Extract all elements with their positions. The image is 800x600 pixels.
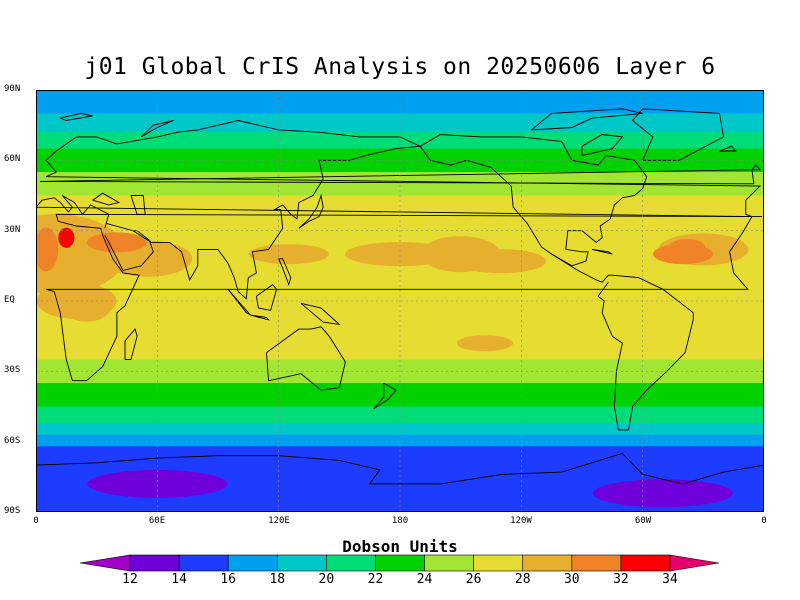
coastline [300,302,341,326]
colorbar-label: 32 [613,572,629,587]
colorbar-label: 28 [514,572,531,587]
colorbar-swatch [571,554,622,572]
zonal-band [36,172,764,196]
zonal-band [36,324,764,361]
coastline [45,120,762,300]
colorbar-label: 26 [465,572,482,587]
coastline [36,452,764,485]
colorbar-swatch [375,554,425,572]
lon-label-120e: 120E [268,516,290,526]
lon-label-120w: 120W [510,516,532,526]
map-frame [36,90,764,512]
coastline [631,108,725,161]
map-area [36,90,764,512]
coastline [373,382,397,410]
feature-region [58,227,75,248]
coastline [266,326,346,391]
gridlines [36,90,764,512]
feature-region [456,335,513,352]
coastline [419,134,648,267]
zonal-band [36,406,764,424]
colorbar-lower-extension [80,554,131,572]
coastline [60,112,93,121]
colorbar-label: 20 [318,572,335,587]
lon-label-180: 180 [391,516,409,526]
coastline [45,213,763,382]
colorbar-swatch [473,554,524,572]
coastline [255,283,278,311]
coastline [531,108,643,131]
coastlines [36,108,764,485]
colorbar-label: 22 [367,572,384,587]
colorbar-swatch [522,554,573,572]
lat-label-60n: 60N [4,154,21,164]
feature-region [36,227,59,272]
lon-label-0: 0 [33,516,39,526]
lat-label-60s: 60S [4,436,21,446]
coastline [39,164,761,185]
colorbar-label: 16 [220,572,236,587]
colorbar-swatch [326,554,376,572]
feature-marker [86,232,147,253]
colorbar-label: 14 [171,572,187,587]
zonal-band [36,113,764,133]
coastline [140,120,174,138]
colorbar-label: 12 [122,572,138,587]
colorbar-upper-extension [669,554,720,572]
lat-label-eq: EQ [4,295,15,305]
colorbar-swatch [424,554,474,572]
coastline [124,328,138,361]
coastline [719,145,737,152]
coastline [36,195,752,229]
coastline [591,248,613,255]
ozone-map [36,90,764,512]
coastline [581,134,624,157]
colorbar-swatch [620,554,671,572]
coastline [278,258,292,287]
colorbar [80,554,720,572]
feature-region [669,239,706,256]
colorbar-swatch [178,554,229,572]
lat-label-30n: 30N [4,225,21,235]
lon-label-60e: 60E [148,516,166,526]
colorbar-label: 24 [416,572,433,587]
feature-marker [420,236,501,273]
lat-label-30s: 30S [4,365,21,375]
colorbar-swatch [129,554,180,572]
colorbar-label: 18 [269,572,286,587]
colorbar-swatch [276,554,327,572]
lat-label-90n: 90N [4,84,21,94]
colorbar-swatch [227,554,278,572]
feature-marker [592,479,733,508]
colorbar-title: Dobson Units [342,537,458,556]
lon-label-0-right: 0 [761,516,767,526]
coastline [92,192,121,206]
colorbar-label: 34 [662,572,678,587]
lat-label-90s: 90S [4,506,21,516]
colorbar-label: 30 [563,572,580,587]
feature-region [248,244,329,265]
coastline [551,253,694,431]
coastline [130,195,146,215]
lon-label-60w: 60W [634,516,652,526]
coastline [104,223,154,272]
feature-marker [87,469,228,498]
coastline [298,193,324,229]
map-title: j01 Global CrIS Analysis on 20250606 Lay… [84,54,716,80]
coastline [250,314,270,321]
zonal-band [36,422,764,436]
